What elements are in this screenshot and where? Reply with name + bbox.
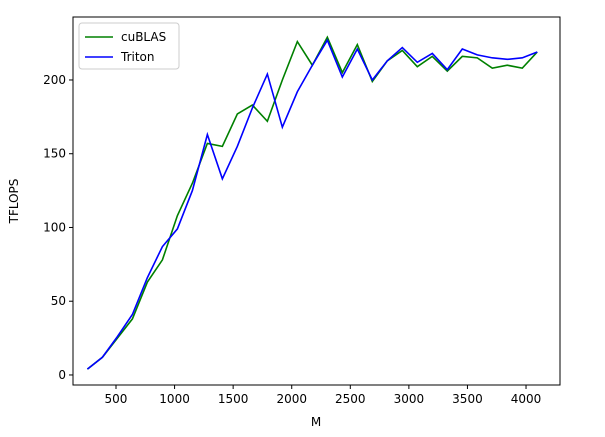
x-tick-label: 2500 xyxy=(335,392,366,406)
x-tick-label: 3000 xyxy=(394,392,425,406)
series-line xyxy=(86,35,538,370)
legend-label: Triton xyxy=(120,50,155,64)
plot-frame xyxy=(72,16,561,386)
y-tick-label: 0 xyxy=(58,368,66,382)
y-tick-label: 50 xyxy=(51,294,66,308)
x-tick-label: 4000 xyxy=(511,392,542,406)
x-tick-label: 1500 xyxy=(218,392,249,406)
x-axis-label: M xyxy=(311,415,321,429)
series-line xyxy=(86,38,538,370)
x-tick-label: 3500 xyxy=(452,392,483,406)
y-tick-label: 150 xyxy=(43,147,66,161)
x-tick-label: 1000 xyxy=(159,392,190,406)
legend-label: cuBLAS xyxy=(121,30,166,44)
y-tick-label: 200 xyxy=(43,73,66,87)
y-tick-label: 100 xyxy=(43,220,66,234)
y-axis-label: TFLOPS xyxy=(7,179,21,225)
x-tick-label: 2000 xyxy=(276,392,307,406)
x-tick-label: 500 xyxy=(105,392,128,406)
